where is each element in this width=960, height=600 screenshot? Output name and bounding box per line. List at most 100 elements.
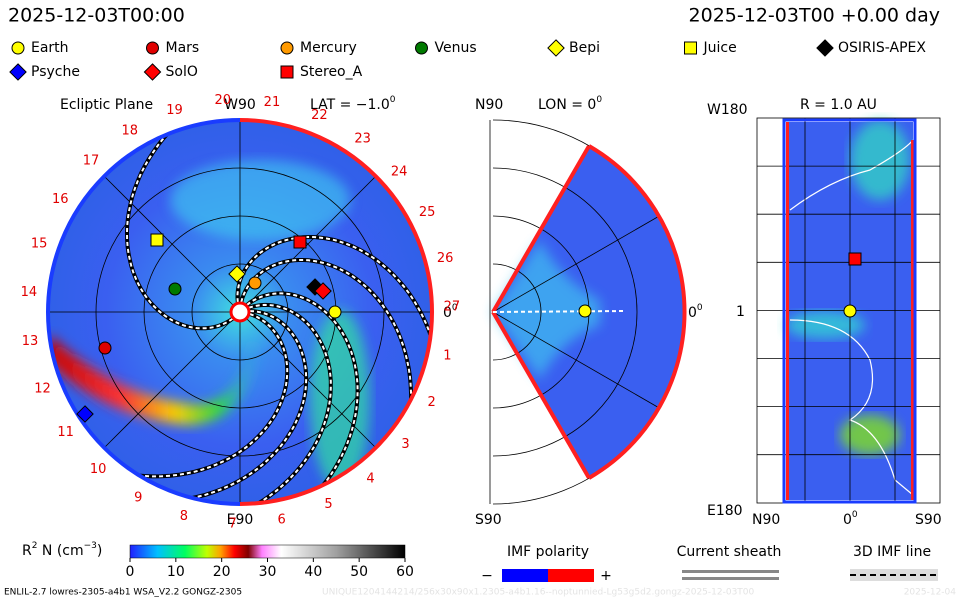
- carrington-label: 10: [90, 462, 107, 477]
- sun: [229, 301, 251, 323]
- imf-line: [240, 259, 413, 413]
- imf-line: [246, 303, 332, 504]
- carrington-label: 4: [366, 472, 374, 487]
- imf-line-label: 3D IMF line: [853, 544, 931, 560]
- legend-label: OSIRIS-APEX: [838, 40, 926, 56]
- time: 2025-12-03T00:00: [8, 5, 185, 27]
- marker: [146, 41, 159, 55]
- t: N (cm: [37, 543, 83, 559]
- carrington-label: 7: [228, 516, 236, 531]
- legend-label: Juice: [703, 40, 737, 56]
- colorbar: R2 N (cm−3) 0 10 20 30 40 50 60: [22, 541, 414, 581]
- carrington-label: 8: [180, 509, 188, 524]
- marker: [328, 305, 342, 319]
- sheath-sample: [682, 577, 779, 580]
- marker: [293, 235, 307, 249]
- marker: [76, 405, 94, 423]
- s90: S90: [475, 512, 502, 528]
- footer-mid: UNIQUE1204144214/256x30x90x1.2305-a4b1.1…: [322, 588, 755, 598]
- marker: [280, 65, 294, 79]
- disc-edge-negative: [46, 118, 241, 506]
- grid-arc: [492, 167, 638, 457]
- carrington-label: 17: [83, 154, 100, 169]
- carrington-label: 24: [391, 164, 408, 179]
- w180: W180: [707, 102, 748, 118]
- t: 2: [32, 541, 38, 551]
- carrington-label: 12: [34, 382, 51, 397]
- deg-sup: 0: [697, 303, 703, 313]
- marker: [143, 63, 162, 81]
- colorbar-tick-label: 30: [259, 564, 277, 580]
- imf-line: [178, 310, 308, 502]
- r1: 1: [736, 304, 745, 320]
- carrington-label: 23: [354, 132, 371, 147]
- colorbar-tick-label: 10: [167, 564, 185, 580]
- marker: [280, 41, 294, 55]
- sheath-label: Current sheath: [677, 544, 782, 560]
- carrington-label: 16: [52, 192, 69, 207]
- marker: [9, 63, 27, 81]
- imf-title: IMF polarity: [507, 544, 589, 560]
- carrington-label: 6: [278, 512, 286, 527]
- ecliptic-0: 00: [443, 303, 458, 322]
- marker: [415, 41, 428, 55]
- footer-right: 2025-12-04: [904, 588, 957, 598]
- imf-line: [235, 234, 432, 349]
- grid-spoke: [103, 311, 241, 449]
- colorbar-tick-label: 50: [350, 564, 368, 580]
- carrington-label: 5: [324, 497, 332, 512]
- carrington-label: 26: [437, 251, 454, 266]
- carrington-label: 20: [214, 93, 231, 108]
- carrington-label: 14: [21, 285, 38, 300]
- n90: N90: [475, 97, 503, 113]
- carrington-label: 25: [419, 205, 436, 220]
- t: R: [22, 543, 32, 559]
- deg-sup: 0: [452, 303, 458, 313]
- carrington-label: 27: [444, 300, 461, 315]
- marker: [547, 39, 565, 57]
- legend-label: Psyche: [31, 64, 80, 80]
- colorbar-tick-label: 40: [304, 564, 322, 580]
- marker: [578, 304, 592, 318]
- lat-label: LAT = −1.00: [310, 95, 396, 114]
- marker: [684, 41, 697, 55]
- imf-line: [246, 292, 359, 497]
- disc-edge-positive: [239, 118, 434, 506]
- colorbar-label: R2 N (cm−3): [22, 541, 102, 560]
- legend-label: Bepi: [569, 40, 600, 56]
- colorbar-bar: [129, 544, 406, 559]
- marker: [816, 39, 834, 57]
- imf-line: [125, 313, 289, 478]
- marker: [848, 252, 862, 266]
- legend-label: Stereo_A: [300, 64, 363, 80]
- sheath-sample: [682, 570, 779, 573]
- disc-features: [48, 120, 432, 504]
- deg: 0: [688, 305, 697, 321]
- s90: S90: [915, 512, 942, 528]
- legend: Earth Mars Mercury Venus Bepi Juice OSIRIS-APE…: [9, 39, 926, 81]
- legend-label: Venus: [435, 40, 477, 56]
- ecliptic-panel: Ecliptic Plane LAT = −1.00 W90 E90 00 12…: [21, 93, 461, 531]
- colorbar-tick-label: 60: [396, 564, 414, 580]
- grid-spoke: [103, 175, 241, 313]
- grid-spoke: [239, 175, 377, 313]
- meridional-0: 00: [688, 303, 703, 322]
- imf-minus: −: [481, 568, 493, 584]
- imf-plus: +: [600, 568, 612, 584]
- legend-label: Earth: [31, 40, 69, 56]
- legend-label: Mars: [166, 40, 200, 56]
- carrington-label: 22: [311, 108, 328, 123]
- marker: [150, 233, 164, 247]
- marker: [228, 265, 246, 283]
- imf-neg: [502, 569, 548, 582]
- carrington-label: 2: [427, 395, 435, 410]
- deg: 0: [443, 305, 452, 321]
- lat-text: LAT = −1.0: [310, 97, 390, 113]
- carrington-label: 18: [121, 123, 138, 138]
- ecliptic-title: Ecliptic Plane: [60, 97, 153, 113]
- footer-left: ENLIL-2.7 lowres-2305-a4b1 WSA_V2.2 GONG…: [4, 588, 242, 598]
- time-offset: 2025-12-03T00 +0.00 day: [689, 5, 940, 27]
- lon-sup: 0: [596, 95, 602, 105]
- radial-title: R = 1.0 AU: [800, 97, 877, 113]
- lat-sup: 0: [390, 95, 396, 105]
